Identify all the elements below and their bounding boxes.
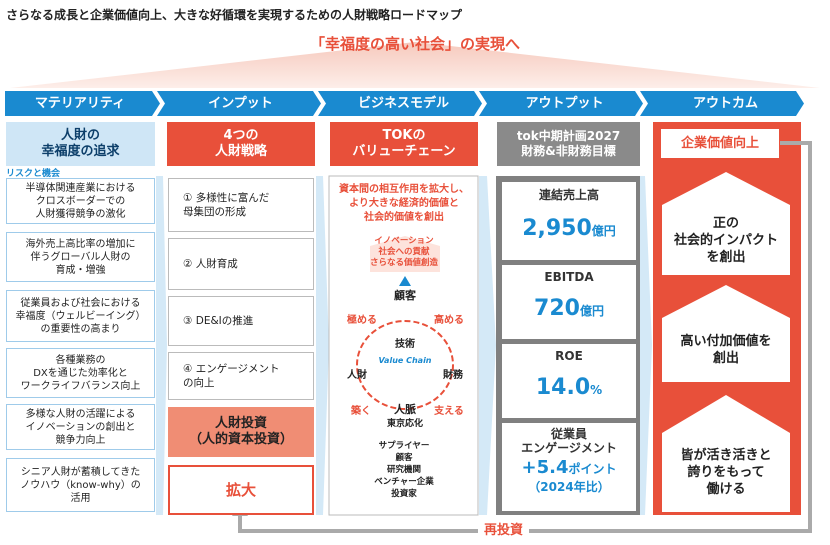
column-heading: tok中期計画2027 財務&非財務目標 [497, 122, 640, 166]
expand-box: 拡大 [168, 465, 314, 515]
metric-value: 14.0 [535, 375, 591, 400]
outcome-step-shape [662, 285, 790, 382]
flow-arrow [316, 176, 329, 515]
risk-item: 従業員および社会における 幸福度（ウェルビーイング） の重要性の高まり [6, 290, 155, 342]
metric-unit: ポイント [568, 462, 617, 476]
header-chevron [5, 91, 160, 116]
column-header: マテリアリティ [34, 96, 126, 111]
column-heading: TOKの バリューチェーン [330, 122, 478, 166]
partner: 研究機関 [386, 465, 421, 475]
outcome-step-shape [662, 172, 790, 275]
column-heading: 4つの 人財戦略 [167, 122, 315, 166]
column-header: アウトカム [692, 96, 758, 111]
metric-box: 従業員 エンゲージメント +5.4ポイント （2024年比） [502, 423, 636, 511]
header-chevron [318, 91, 482, 116]
capital-node: 技術 [395, 339, 415, 350]
partner: サプライヤー [378, 441, 430, 451]
action-label: 築く [351, 406, 371, 417]
risk-item: 多様な人財の活躍による イノベーションの創出と 競争力向上 [6, 404, 155, 450]
header-chevron [640, 91, 804, 116]
metric-unit: % [590, 383, 603, 397]
risk-item: シニア人財が蓄積してきた ノウハウ（know-why）の 活用 [6, 458, 155, 512]
metric-label: EBITDA [544, 270, 594, 284]
header-chevron [479, 91, 643, 116]
outcome-step: 皆が活き活きと 誇りをもって 働ける [680, 448, 772, 497]
flow-arrow [640, 176, 652, 515]
metric-box: ROE 14.0% [502, 344, 636, 418]
capital-node: 顧客 [394, 289, 416, 302]
strategy-item: ① 多様性に富んだ 母集団の形成 [168, 178, 314, 232]
outcome-step: 正の 社会的インパクト を創出 [673, 215, 778, 265]
strategy-item: ② 人財育成 [168, 238, 314, 290]
partner: 投資家 [391, 489, 417, 499]
action-label: 高める [434, 315, 464, 326]
headline: 「幸福度の高い社会」の実現へ [309, 35, 520, 53]
outcome-step: 高い付加価値を 創出 [680, 334, 772, 366]
metric-value: 2,950 [522, 216, 592, 241]
goal-arrow [370, 236, 440, 272]
metric-value: 720 [534, 296, 580, 321]
column-header: ビジネスモデル [357, 96, 449, 111]
flow-arrow [479, 176, 496, 515]
risk-label: リスクと機会 [6, 169, 61, 179]
capital-node: 人脈 [394, 403, 416, 416]
metric-box: EBITDA 720億円 [502, 265, 636, 339]
risk-item: 半導体関連産業における クロスボーダーでの 人財獲得競争の激化 [6, 178, 155, 224]
metric-value: +5.4 [521, 457, 569, 478]
business-model-panel [328, 175, 479, 516]
strategy-item: ③ DE&Iの推進 [168, 296, 314, 346]
partner: 顧客 [395, 453, 413, 463]
value-description: 資本間の相互作用を拡大し、 より大きな経済的価値と 社会的価値を創出 [339, 184, 469, 223]
action-label: 支える [434, 406, 464, 417]
up-arrow [399, 276, 411, 286]
metric-label: 連結売上高 [538, 188, 599, 202]
company-node: 東京応化 [386, 419, 424, 429]
value-goal: イノベーション 社会への貢献 さらなる価値創造 [369, 236, 438, 268]
outcome-step-shape [662, 395, 790, 512]
metric-box: 連結売上高 2,950億円 [502, 182, 636, 260]
metric-unit: 億円 [579, 304, 604, 318]
risk-item: 海外売上高比率の増加に 伴うグローバル人財の 育成・増強 [6, 232, 155, 282]
metric-unit: 億円 [591, 224, 616, 238]
capital-node: 人財 [347, 370, 367, 381]
metric-label: ROE [555, 349, 583, 363]
reinvest-label: 再投資 [478, 521, 530, 541]
flow-arrow [156, 176, 167, 515]
metric-label: 従業員 エンゲージメント [521, 427, 617, 455]
reinvest-loop [238, 141, 812, 533]
strategy-item: ④ エンゲージメント の向上 [168, 352, 314, 400]
metric-note: （2024年比） [528, 480, 610, 494]
partner-list: サプライヤー 顧客 研究機関 ベンチャー企業 投資家 [330, 440, 478, 500]
column-header: インプット [208, 96, 273, 111]
capital-node: 財務 [443, 370, 463, 381]
risk-item: 各種業務の DXを通じた効率化と ワークライフバランス向上 [6, 348, 155, 398]
action-label: 極める [347, 315, 377, 326]
header-chevron [157, 91, 321, 116]
column-header: アウトプット [525, 96, 604, 111]
value-chain-label: Value Chain [378, 356, 432, 365]
rise-triangle [10, 42, 820, 88]
page-title: さらなる成長と企業価値向上、大きな好循環を実現するための人財戦略ロードマップ [6, 8, 463, 22]
column-heading: 人財の 幸福度の追求 [6, 122, 155, 166]
outcome-top: 企業価値向上 [661, 129, 779, 158]
value-chain-cycle [356, 320, 454, 410]
partner: ベンチャー企業 [374, 477, 434, 487]
investment-box: 人財投資 （人的資本投資） [168, 407, 314, 457]
